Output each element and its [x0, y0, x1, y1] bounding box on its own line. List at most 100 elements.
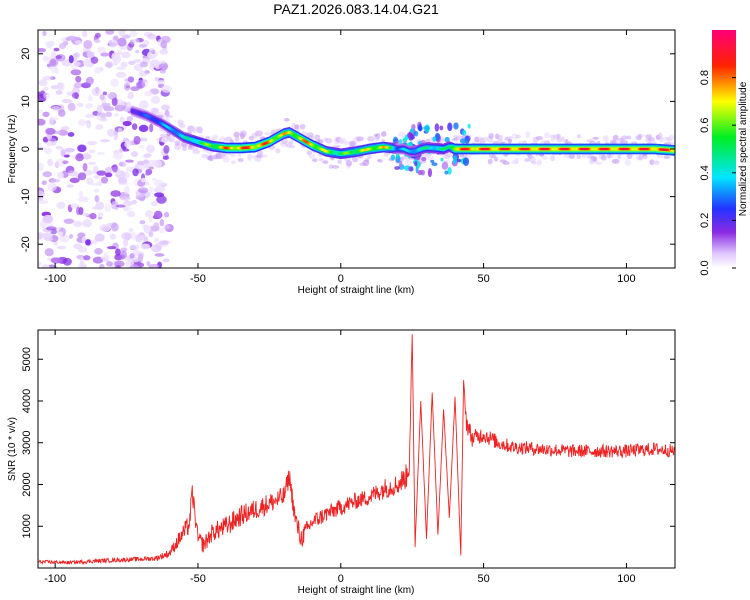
ridge-halo: [595, 161, 603, 165]
noise-blob: [118, 104, 124, 109]
ridge-halo: [343, 141, 351, 146]
noise-blob: [105, 61, 113, 69]
ridge-halo: [256, 150, 263, 157]
x-tick-label: -50: [190, 573, 206, 585]
noise-blob: [113, 151, 124, 160]
ridge-halo: [611, 158, 620, 164]
ridge-halo: [649, 159, 655, 166]
noise-blob: [150, 107, 160, 114]
noise-blob: [42, 56, 53, 60]
x-tick-label: 50: [477, 273, 489, 285]
noise-blob: [43, 92, 50, 99]
noise-blob: [118, 177, 128, 184]
noise-blob: [94, 66, 102, 74]
noise-blob: [104, 203, 112, 213]
noise-blob: [94, 32, 101, 38]
noise-blob: [87, 95, 94, 102]
ridge-halo: [593, 156, 598, 163]
noise-blob: [96, 151, 105, 155]
noise-blob: [138, 100, 149, 110]
ridge-halo: [289, 139, 294, 145]
noise-blob: [98, 263, 105, 268]
noise-blob: [127, 91, 135, 100]
noise-blob: [85, 113, 95, 119]
ridge-spread: [444, 136, 450, 143]
noise-blob: [59, 234, 70, 243]
noise-blob: [57, 129, 69, 136]
colorbar: 0.0 0.2 0.4 0.6 0.8 Normalized spectral ampl…: [699, 30, 749, 276]
ridge-halo: [638, 154, 644, 161]
noise-blob: [111, 97, 118, 107]
noise-blob: [123, 206, 129, 212]
noise-blob: [163, 224, 171, 230]
x-tick-label: -50: [190, 273, 206, 285]
ridge-halo: [178, 123, 186, 128]
noise-blob: [107, 106, 115, 112]
noise-blob: [50, 84, 59, 90]
noise-blob: [143, 153, 152, 158]
ridge-halo: [397, 131, 406, 138]
noise-blob: [76, 206, 81, 216]
noise-blob: [139, 61, 149, 68]
ridge-halo: [524, 158, 531, 163]
noise-blob: [85, 103, 93, 109]
ridge-halo: [308, 153, 316, 159]
noise-blob: [116, 170, 121, 176]
noise-blob: [122, 120, 132, 127]
noise-blob: [131, 199, 137, 205]
ridge-halo: [261, 154, 269, 158]
x-tick-label: 0: [338, 573, 344, 585]
ridge-halo: [592, 136, 599, 140]
noise-blob: [115, 204, 126, 208]
noise-blob: [81, 153, 92, 160]
noise-blob: [93, 175, 100, 179]
noise-blob: [143, 159, 149, 164]
noise-blob: [146, 261, 151, 267]
ridge-halo: [624, 159, 631, 166]
noise-blob: [120, 61, 128, 68]
ridge-spread: [441, 161, 449, 170]
noise-blob: [45, 127, 56, 135]
noise-blob: [67, 132, 75, 137]
ridge-halo: [234, 136, 240, 142]
ridge-halo: [556, 136, 562, 143]
ridge-halo: [317, 139, 324, 144]
noise-blob: [38, 142, 42, 146]
noise-blob: [114, 265, 121, 268]
noise-blob: [87, 141, 98, 146]
noise-blob: [104, 166, 112, 174]
ridge-halo: [404, 159, 413, 166]
ridge-spread: [414, 160, 418, 167]
noise-blob: [82, 255, 91, 261]
ridge-halo: [482, 136, 488, 142]
noise-blob: [163, 211, 170, 218]
noise-blob: [45, 40, 55, 47]
ridge-halo: [647, 137, 655, 142]
ridge-halo: [194, 126, 203, 132]
noise-blob: [148, 216, 153, 223]
ridge-halo: [626, 135, 632, 140]
noise-blob: [41, 232, 53, 239]
y-tick-label: 0: [20, 146, 32, 152]
noise-blob: [43, 237, 54, 242]
noise-blob: [61, 98, 73, 104]
y-tick-label: 20: [20, 48, 32, 60]
noise-blob: [150, 59, 161, 68]
ridge-halo: [230, 160, 237, 165]
noise-blob: [154, 242, 163, 251]
noise-blob: [118, 161, 127, 168]
ridge-halo: [182, 146, 187, 152]
noise-blob: [109, 233, 117, 240]
ridge-halo: [281, 138, 288, 145]
ridge-halo: [254, 130, 263, 137]
ridge-halo: [275, 148, 281, 154]
ridge-spread: [447, 122, 453, 132]
ridge-halo: [345, 160, 353, 167]
noise-blob: [57, 109, 66, 117]
ridge-halo: [168, 135, 175, 142]
noise-blob: [88, 149, 96, 154]
ridge-spread: [414, 130, 419, 137]
ridge-spread: [434, 123, 440, 132]
noise-blob: [77, 172, 87, 181]
ridge-halo: [247, 153, 252, 161]
